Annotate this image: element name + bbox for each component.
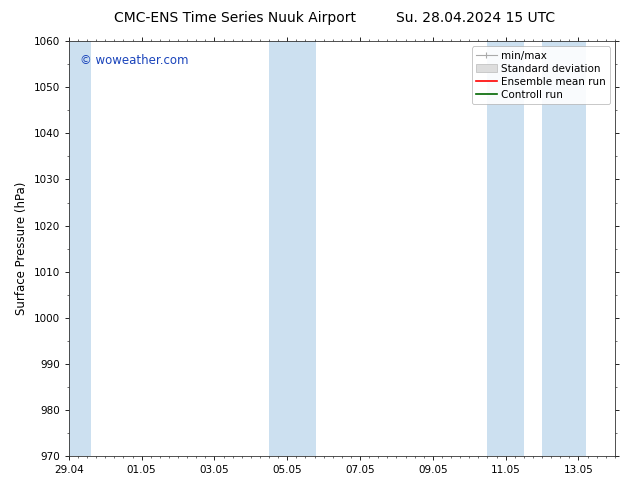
Bar — [542, 41, 586, 456]
Text: CMC-ENS Time Series Nuuk Airport: CMC-ENS Time Series Nuuk Airport — [113, 11, 356, 25]
Legend: min/max, Standard deviation, Ensemble mean run, Controll run: min/max, Standard deviation, Ensemble me… — [472, 47, 610, 104]
Bar — [488, 41, 524, 456]
Text: Su. 28.04.2024 15 UTC: Su. 28.04.2024 15 UTC — [396, 11, 555, 25]
Text: © woweather.com: © woweather.com — [80, 54, 188, 67]
Bar — [269, 41, 316, 456]
Y-axis label: Surface Pressure (hPa): Surface Pressure (hPa) — [15, 182, 28, 315]
Bar — [65, 41, 91, 456]
